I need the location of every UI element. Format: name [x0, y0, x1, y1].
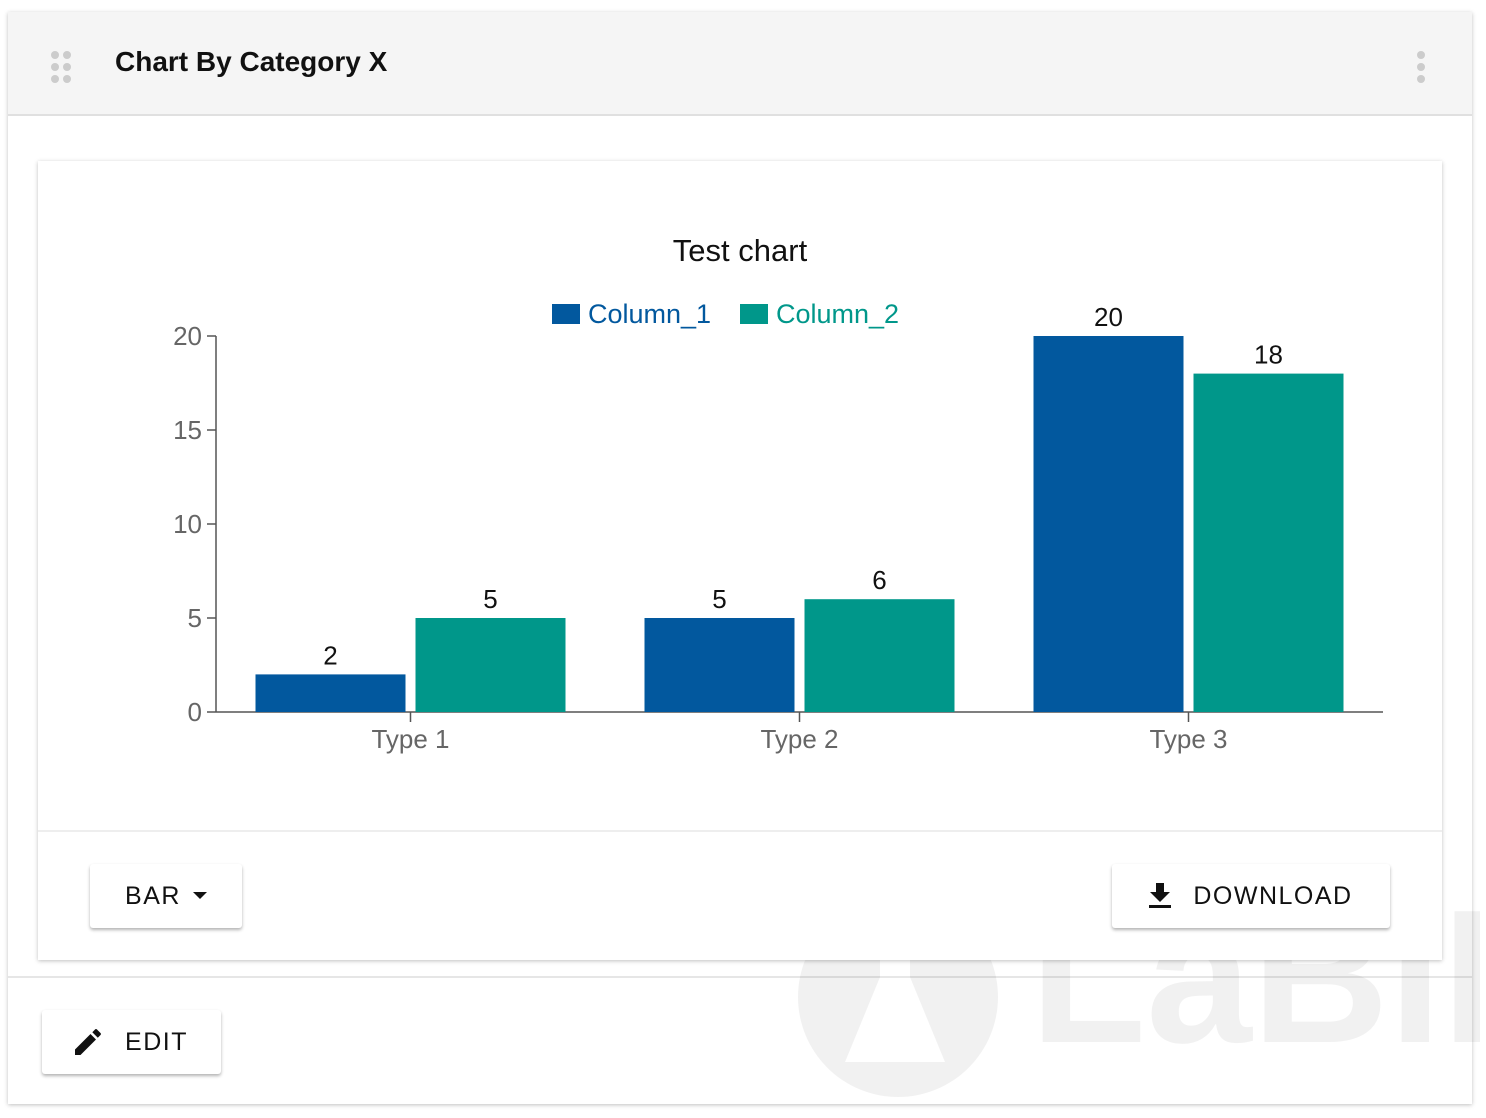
chart-type-label: BAR	[125, 881, 181, 910]
divider	[8, 976, 1472, 978]
chart-type-dropdown[interactable]: BAR	[90, 864, 242, 928]
widget-header: Chart By Category X	[8, 12, 1472, 116]
more-vertical-icon[interactable]	[1416, 50, 1426, 84]
x-tick-label: Type 2	[760, 724, 838, 754]
legend-swatch	[740, 304, 768, 324]
x-tick-label: Type 1	[371, 724, 449, 754]
y-tick-label: 20	[173, 321, 202, 351]
caret-down-icon	[192, 892, 207, 899]
y-tick-label: 15	[173, 415, 202, 445]
axes: 0 5 10 15 20 Type 1 Type 2 Type 3	[173, 321, 1383, 754]
bar-column_2	[804, 599, 955, 712]
y-tick-label: 0	[188, 697, 202, 727]
download-button[interactable]: DOWNLOAD	[1112, 864, 1390, 928]
legend: Column_1 Column_2	[552, 299, 899, 329]
bar-column_1	[1033, 336, 1184, 712]
download-label: DOWNLOAD	[1193, 881, 1353, 910]
drag-handle-icon[interactable]	[50, 50, 72, 84]
data-label: 5	[712, 584, 726, 614]
legend-label: Column_1	[588, 299, 711, 329]
data-label: 20	[1094, 302, 1123, 332]
chart-title: Test chart	[673, 233, 808, 268]
bar-chart: Test chart Column_1 Column_2 0 5 10 15 20 Type…	[173, 233, 1383, 754]
widget-title: Chart By Category X	[115, 46, 388, 77]
data-label: 5	[483, 584, 497, 614]
data-label: 6	[872, 565, 886, 595]
data-label: 2	[323, 640, 337, 670]
pencil-icon	[75, 1029, 101, 1055]
divider	[38, 830, 1442, 832]
bar-column_2	[415, 618, 566, 712]
legend-label: Column_2	[776, 299, 899, 329]
y-tick-label: 5	[188, 603, 202, 633]
data-label: 18	[1254, 340, 1283, 370]
download-icon	[1149, 883, 1172, 908]
x-tick-label: Type 3	[1149, 724, 1227, 754]
chart-widget-card: Chart By Category X Test chart Column_1 C…	[8, 12, 1472, 1104]
edit-button[interactable]: EDIT	[42, 1010, 221, 1074]
edit-label: EDIT	[125, 1027, 188, 1056]
bar-column_1	[255, 674, 406, 712]
legend-swatch	[552, 304, 580, 324]
bar-column_1	[644, 618, 795, 712]
bar-column_2	[1193, 373, 1344, 712]
bars: 2 5 5 6 20 18	[255, 302, 1344, 712]
chart-card: Test chart Column_1 Column_2 0 5 10 15 20 Type…	[38, 161, 1442, 960]
y-tick-label: 10	[173, 509, 202, 539]
